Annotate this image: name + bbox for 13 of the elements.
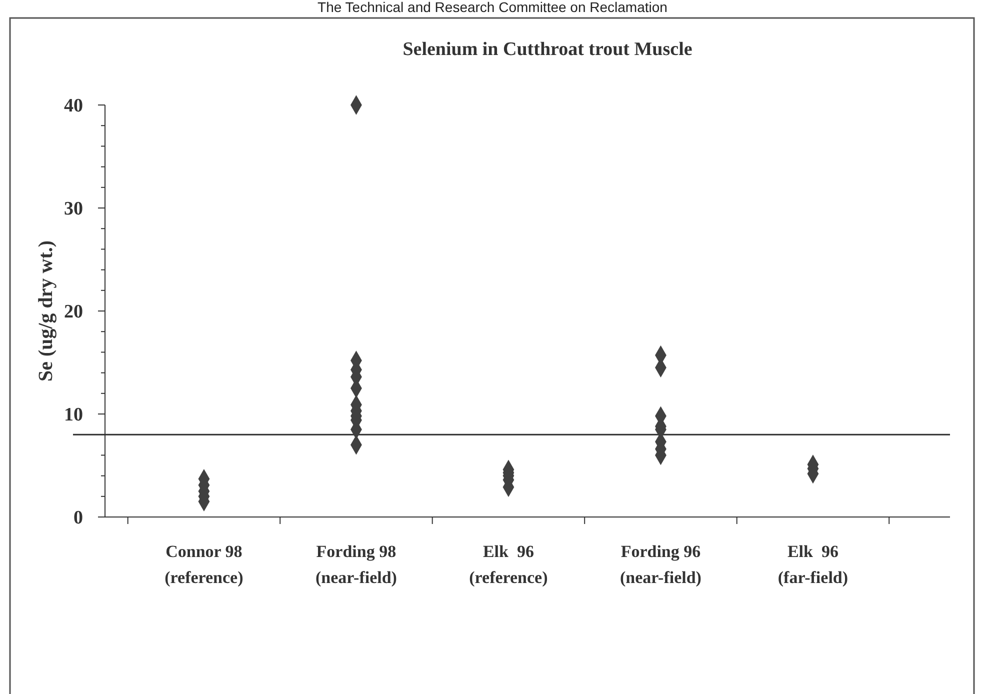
y-tick-label: 0 <box>74 508 83 529</box>
x-tick-label: Fording 98 (near-field) <box>315 542 397 587</box>
y-axis-title: Se (ug/g dry wt.) <box>35 240 57 382</box>
chart-title: Selenium in Cutthroat trout Muscle <box>402 39 692 60</box>
y-tick-label: 10 <box>64 404 83 426</box>
y-tick-label: 20 <box>64 302 83 323</box>
x-tick-label: Elk 96 (far-field) <box>778 542 848 587</box>
text: The Technical and Research Committee on Reclamation <box>318 0 668 15</box>
y-tick-label: 30 <box>64 198 83 220</box>
x-tick-label: Connor 98 (reference) <box>164 542 244 587</box>
x-tick-label: Elk 96 (reference) <box>469 542 548 587</box>
x-tick-label: Fording 96 (near-field) <box>620 542 702 587</box>
y-tick-label: 40 <box>64 96 83 117</box>
